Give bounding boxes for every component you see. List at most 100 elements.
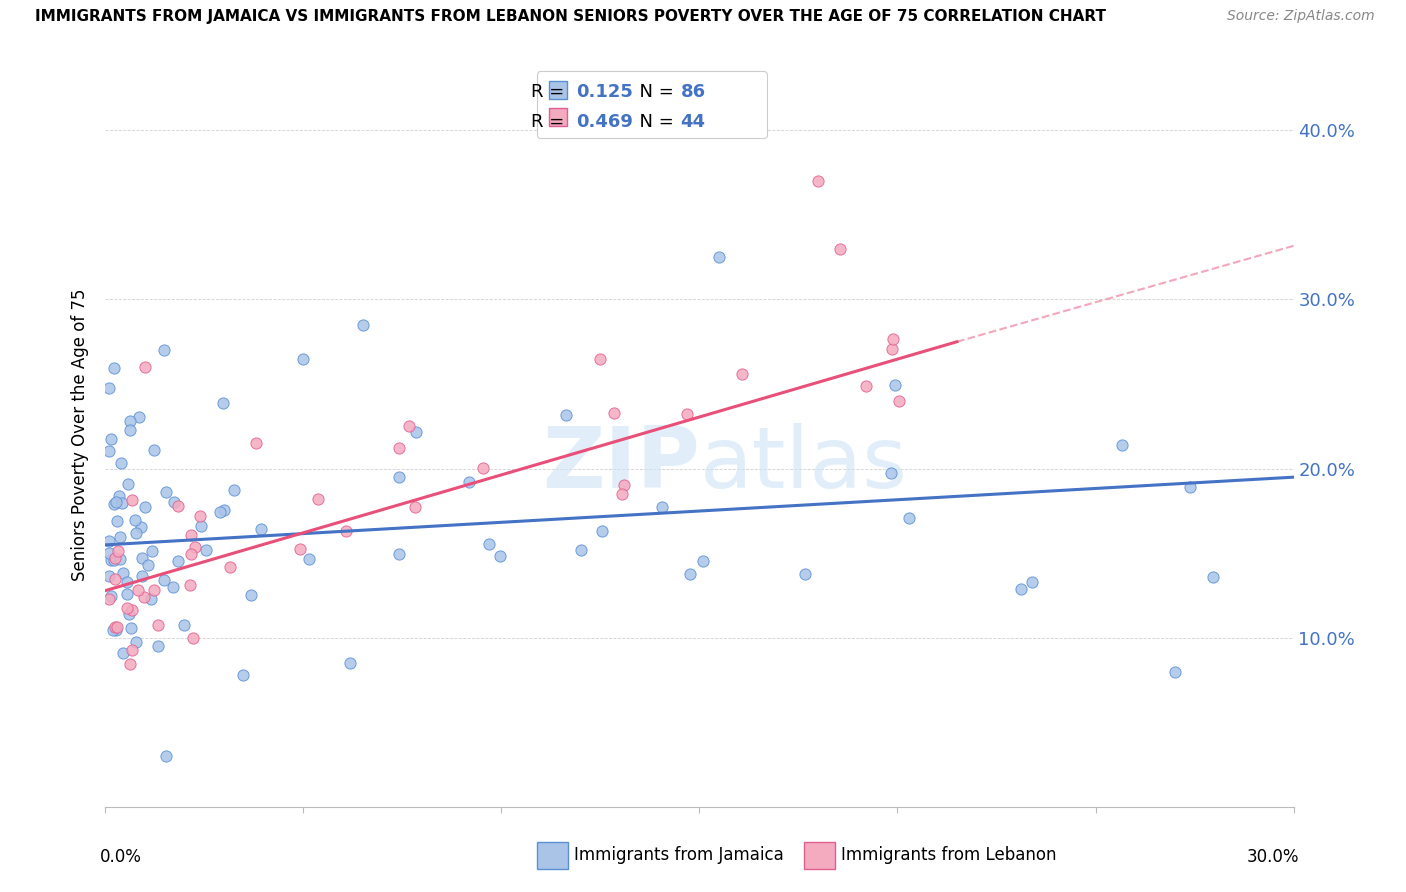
- Point: [167, 554, 190, 568]
- Point: [103, 497, 125, 511]
- Point: [105, 623, 128, 637]
- Point: [1178, 480, 1201, 494]
- Point: [108, 551, 131, 566]
- Point: [103, 552, 125, 566]
- Point: [339, 656, 361, 670]
- Point: [882, 342, 904, 356]
- Point: [115, 586, 138, 600]
- Point: [134, 590, 156, 604]
- Point: [131, 568, 153, 582]
- Point: [173, 617, 195, 632]
- Point: [1021, 575, 1043, 590]
- Point: [131, 520, 153, 534]
- Point: [141, 544, 163, 558]
- Point: [1010, 582, 1032, 596]
- Point: [118, 414, 141, 428]
- Point: [471, 461, 494, 475]
- Point: [98, 569, 121, 583]
- Text: Immigrants from Jamaica: Immigrants from Jamaica: [574, 847, 783, 864]
- Text: ZIP: ZIP: [541, 423, 700, 506]
- Text: Source: ZipAtlas.com: Source: ZipAtlas.com: [1227, 9, 1375, 23]
- Point: [405, 425, 427, 440]
- Point: [117, 476, 139, 491]
- Point: [290, 542, 312, 557]
- Point: [141, 592, 163, 607]
- Point: [104, 495, 127, 509]
- Point: [120, 621, 142, 635]
- Point: [125, 525, 148, 540]
- Point: [127, 583, 149, 598]
- Point: [1202, 570, 1225, 584]
- Text: 0.0%: 0.0%: [100, 848, 142, 866]
- Point: [880, 466, 903, 480]
- Point: [104, 572, 127, 586]
- Point: [111, 566, 134, 580]
- Point: [136, 558, 159, 573]
- Point: [676, 407, 699, 421]
- Point: [404, 500, 426, 515]
- Point: [115, 575, 138, 590]
- Point: [610, 487, 633, 501]
- Point: [887, 393, 910, 408]
- Point: [115, 601, 138, 615]
- Point: [398, 419, 420, 434]
- Point: [250, 522, 273, 536]
- Point: [884, 378, 907, 392]
- Point: [100, 589, 122, 603]
- Text: N =: N =: [628, 113, 679, 131]
- Point: [98, 443, 121, 458]
- Point: [292, 351, 315, 366]
- Point: [146, 617, 169, 632]
- Point: [146, 639, 169, 653]
- Point: [111, 496, 134, 510]
- Point: [307, 492, 329, 507]
- Point: [107, 620, 129, 634]
- Point: [155, 485, 177, 500]
- Point: [125, 634, 148, 648]
- Point: [163, 495, 186, 509]
- Point: [180, 548, 202, 562]
- Point: [179, 578, 201, 592]
- Point: [219, 560, 242, 574]
- Point: [134, 360, 156, 375]
- Text: 0.125: 0.125: [576, 83, 633, 101]
- Text: 44: 44: [681, 113, 706, 131]
- Point: [110, 457, 132, 471]
- Text: 0.469: 0.469: [576, 113, 633, 131]
- Point: [388, 441, 411, 455]
- Point: [120, 423, 142, 437]
- Point: [793, 566, 815, 581]
- Point: [478, 537, 501, 551]
- Text: IMMIGRANTS FROM JAMAICA VS IMMIGRANTS FROM LEBANON SENIORS POVERTY OVER THE AGE : IMMIGRANTS FROM JAMAICA VS IMMIGRANTS FR…: [35, 9, 1107, 24]
- Point: [105, 514, 128, 528]
- Point: [298, 551, 321, 566]
- Point: [224, 483, 246, 498]
- Point: [108, 530, 131, 544]
- Text: 30.0%: 30.0%: [1247, 848, 1299, 866]
- Point: [212, 503, 235, 517]
- Point: [388, 470, 411, 484]
- Point: [155, 749, 177, 764]
- Legend:                               ,                               : ,: [537, 71, 768, 138]
- Point: [651, 500, 673, 514]
- Point: [128, 410, 150, 425]
- Point: [898, 510, 921, 524]
- Point: [143, 442, 166, 457]
- Point: [245, 436, 267, 450]
- Point: [882, 332, 904, 346]
- Point: [98, 592, 121, 607]
- Point: [591, 524, 613, 538]
- Point: [124, 513, 146, 527]
- Point: [208, 505, 231, 519]
- Point: [1164, 665, 1187, 679]
- Text: R =: R =: [531, 113, 569, 131]
- Point: [828, 242, 851, 256]
- Point: [352, 318, 374, 332]
- Point: [153, 343, 176, 357]
- Point: [118, 657, 141, 671]
- Point: [118, 607, 141, 621]
- Point: [555, 409, 578, 423]
- Point: [111, 646, 134, 660]
- Point: [100, 553, 122, 567]
- Text: R =: R =: [531, 83, 569, 101]
